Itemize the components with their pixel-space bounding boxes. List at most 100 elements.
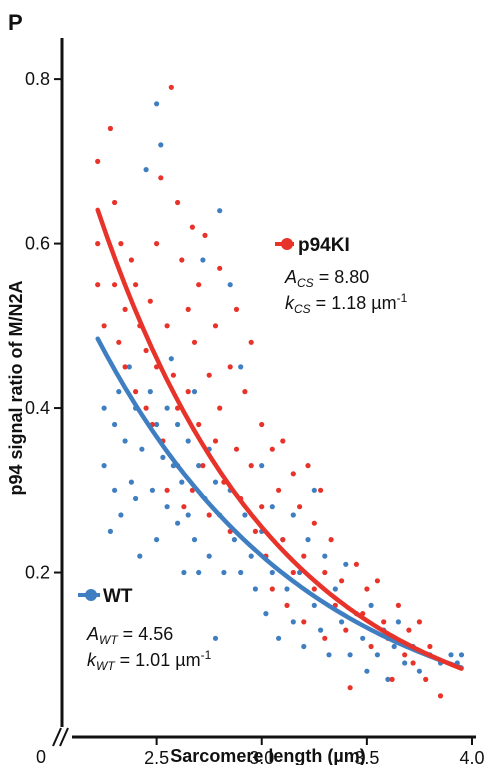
legend-p94ki-label: p94KI bbox=[298, 235, 350, 256]
x-ticks: 2.5 3.0 3.5 4.0 bbox=[144, 737, 485, 765]
data-point-p94ki bbox=[343, 627, 349, 633]
data-point-wt bbox=[238, 569, 244, 576]
fit-curve-p94ki bbox=[95, 207, 464, 671]
data-point-p94ki bbox=[181, 504, 187, 510]
data-point-p94ki bbox=[402, 652, 408, 658]
data-point-p94ki bbox=[191, 339, 198, 345]
data-point-p94ki bbox=[301, 553, 307, 559]
data-point-wt bbox=[154, 101, 160, 107]
data-point-wt bbox=[118, 512, 124, 518]
data-point-p94ki bbox=[212, 323, 219, 329]
y-tick-label: 0.8 bbox=[25, 69, 50, 89]
data-point-wt bbox=[305, 537, 311, 543]
data-point-p94ki bbox=[143, 405, 149, 411]
data-point-p94ki bbox=[374, 578, 380, 584]
data-point-wt bbox=[139, 446, 145, 452]
data-point-wt bbox=[339, 619, 345, 625]
data-point-wt bbox=[221, 569, 227, 576]
data-point-wt bbox=[168, 356, 174, 362]
data-point-wt bbox=[242, 512, 248, 518]
data-point-wt bbox=[206, 553, 212, 559]
data-point-wt bbox=[347, 652, 353, 658]
panel-label: P bbox=[8, 10, 23, 35]
data-point-wt bbox=[196, 463, 202, 469]
data-point-wt bbox=[326, 652, 332, 658]
data-point-wt bbox=[149, 487, 155, 493]
data-point-wt bbox=[158, 142, 164, 148]
data-point-wt bbox=[128, 479, 134, 485]
annotation-p94ki-a: ACS = 8.80 bbox=[284, 267, 369, 290]
data-point-wt bbox=[290, 512, 296, 518]
data-point-p94ki bbox=[154, 241, 160, 247]
data-point-wt bbox=[147, 389, 153, 395]
data-point-p94ki bbox=[217, 405, 223, 411]
data-point-p94ki bbox=[112, 282, 118, 288]
data-point-p94ki bbox=[381, 619, 387, 625]
data-point-p94ki bbox=[189, 224, 195, 230]
data-point-wt bbox=[179, 479, 185, 485]
data-point-wt bbox=[143, 167, 149, 173]
data-point-p94ki bbox=[164, 323, 170, 329]
data-point-p94ki bbox=[200, 463, 206, 469]
data-point-p94ki bbox=[179, 257, 185, 263]
data-point-p94ki bbox=[269, 586, 275, 592]
data-point-wt bbox=[101, 405, 107, 411]
data-point-wt bbox=[301, 643, 307, 650]
data-point-p94ki bbox=[217, 265, 223, 271]
data-point-p94ki bbox=[206, 372, 212, 378]
data-point-wt bbox=[311, 602, 317, 609]
data-point-p94ki bbox=[170, 372, 176, 378]
data-point-p94ki bbox=[122, 306, 128, 312]
data-point-p94ki bbox=[107, 125, 113, 132]
data-point-p94ki bbox=[95, 282, 101, 288]
data-point-wt bbox=[154, 421, 160, 428]
x-tick-label: 3.5 bbox=[354, 748, 379, 765]
data-point-wt bbox=[126, 364, 132, 370]
data-point-wt bbox=[164, 504, 170, 510]
data-point-wt bbox=[368, 602, 374, 609]
data-point-wt bbox=[185, 512, 191, 518]
data-point-p94ki bbox=[259, 421, 265, 428]
data-point-p94ki bbox=[280, 537, 286, 543]
x-axis-title: Sarcomere length (µm) bbox=[170, 746, 365, 765]
data-point-wt bbox=[318, 627, 324, 633]
data-point-p94ki bbox=[196, 421, 202, 428]
data-point-wt bbox=[133, 495, 139, 502]
data-point-wt bbox=[252, 586, 258, 592]
data-point-wt bbox=[360, 635, 366, 641]
y-tick-label: 0.2 bbox=[25, 563, 50, 583]
data-point-p94ki bbox=[301, 619, 307, 625]
data-point-wt bbox=[343, 561, 349, 567]
data-point-wt bbox=[322, 553, 328, 559]
data-point-p94ki bbox=[311, 520, 317, 526]
data-point-p94ki bbox=[175, 199, 181, 206]
data-point-p94ki bbox=[242, 389, 248, 395]
data-point-p94ki bbox=[269, 446, 275, 452]
data-point-wt bbox=[112, 487, 118, 493]
data-point-wt bbox=[212, 479, 219, 485]
data-point-p94ki bbox=[322, 569, 328, 576]
data-point-p94ki bbox=[233, 306, 240, 312]
x-tick-label: 3.0 bbox=[249, 748, 274, 765]
data-point-p94ki bbox=[227, 364, 233, 370]
data-point-wt bbox=[284, 586, 290, 592]
data-point-wt bbox=[191, 537, 198, 543]
data-point-p94ki bbox=[185, 306, 191, 312]
data-point-p94ki bbox=[353, 561, 359, 567]
annotation-p94ki: ACS = 8.80 kCS = 1.18 µm-1 bbox=[284, 267, 408, 316]
data-point-p94ki bbox=[202, 232, 208, 238]
data-point-wt bbox=[122, 438, 128, 444]
data-point-wt bbox=[391, 643, 397, 650]
data-point-p94ki bbox=[368, 643, 374, 650]
data-point-p94ki bbox=[389, 676, 395, 683]
data-point-wt bbox=[116, 389, 122, 395]
data-point-p94ki bbox=[118, 241, 124, 247]
data-point-p94ki bbox=[164, 487, 170, 493]
data-point-p94ki bbox=[233, 446, 240, 452]
data-point-p94ki bbox=[322, 635, 328, 641]
data-point-wt bbox=[101, 463, 107, 469]
data-point-p94ki bbox=[206, 512, 212, 518]
data-point-p94ki bbox=[212, 438, 219, 444]
data-point-p94ki bbox=[112, 199, 118, 206]
